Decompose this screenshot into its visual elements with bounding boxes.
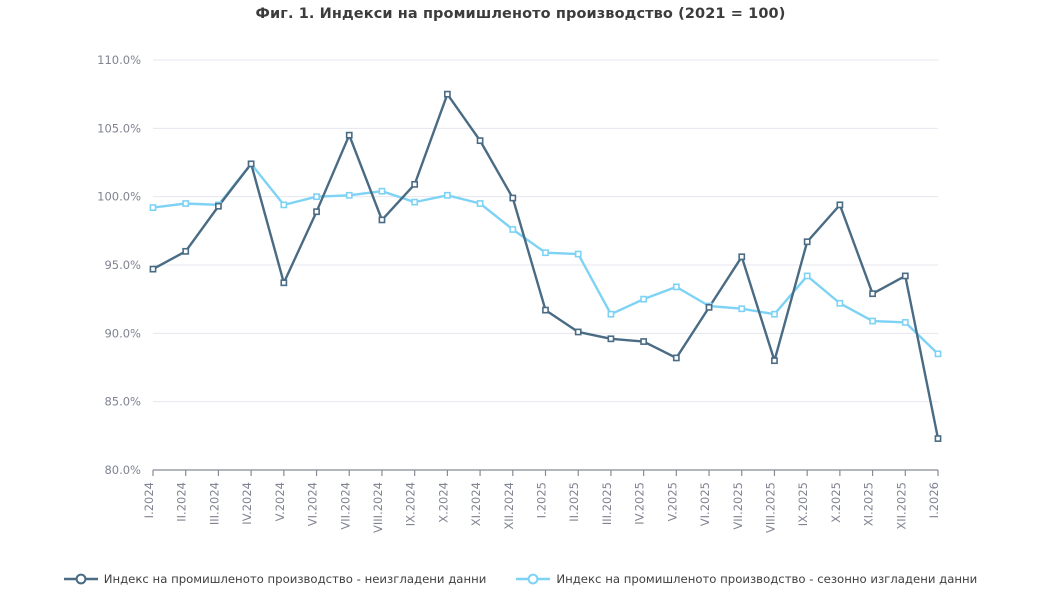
data-point-marker [542, 249, 549, 257]
y-axis-tick-label: 80.0% [104, 463, 141, 477]
x-axis-labels-group: I.2024 II.2024 III.2024 IV.2024 V.2024 VI.202… [142, 482, 941, 533]
data-point-marker [672, 283, 680, 291]
x-axis-tick-label: I.2024 [142, 482, 156, 518]
data-point-marker [869, 290, 876, 298]
data-point-marker [869, 317, 876, 325]
x-axis-tick-label: VII.2024 [338, 482, 352, 530]
data-point-marker [476, 137, 484, 145]
chart-plot-area: 110.0% 105.0% 100.0% 95.0% 90.0% 85.0% 80.0% I… [97, 53, 942, 533]
data-point-marker [771, 310, 778, 318]
data-point-marker [803, 238, 811, 246]
data-point-marker [705, 303, 713, 311]
data-point-marker [836, 201, 844, 209]
y-axis-tick-label: 95.0% [104, 258, 141, 272]
x-axis-tick-label: III.2025 [600, 482, 614, 525]
data-point-marker [672, 354, 680, 362]
x-axis-tick-label: IV.2024 [240, 482, 254, 525]
data-point-marker [443, 90, 451, 98]
legend-item-label: Индекс на промишленото производство - се… [556, 572, 978, 586]
x-axis-tick-label: XII.2024 [502, 482, 516, 530]
x-axis-tick-label: II.2025 [567, 482, 581, 522]
x-axis-tick-label: IV.2025 [633, 482, 647, 525]
data-point-marker [574, 328, 582, 336]
data-point-marker [836, 299, 844, 307]
data-point-marker [542, 306, 549, 314]
legend-marker-icon [516, 573, 551, 585]
data-point-marker [313, 208, 320, 216]
legend-item-0[interactable]: Индекс на промишленото производство - не… [63, 572, 487, 586]
x-axis-ticks-group [152, 470, 939, 476]
data-point-marker [378, 216, 386, 224]
x-axis-tick-label: V.2025 [665, 482, 679, 521]
data-series-group [151, 92, 940, 440]
series-line [151, 92, 940, 440]
data-point-marker [934, 350, 942, 358]
data-point-marker [738, 305, 746, 313]
x-axis-tick-label: XI.2024 [469, 482, 483, 526]
data-point-marker [640, 295, 648, 303]
data-point-marker [574, 250, 582, 258]
x-axis-tick-label: IX.2025 [796, 482, 810, 526]
data-point-marker [607, 310, 615, 318]
page-title: Фиг. 1. Индекси на промишленото производ… [255, 6, 786, 22]
data-point-marker [149, 204, 157, 211]
data-point-marker [803, 272, 811, 280]
data-point-marker [509, 226, 517, 233]
data-point-marker [215, 202, 222, 210]
x-axis-tick-label: V.2024 [273, 482, 287, 521]
x-axis-tick-label: VIII.2024 [371, 482, 385, 533]
x-axis-tick-label: III.2024 [207, 482, 221, 525]
y-axis-tick-label: 90.0% [104, 326, 141, 340]
data-point-marker [443, 191, 451, 199]
data-point-marker [901, 272, 909, 280]
chart-legend: Индекс на промишленото производство - не… [0, 572, 1041, 586]
x-axis-tick-label: VIII.2025 [763, 482, 777, 533]
data-point-marker [411, 180, 419, 188]
x-axis-tick-label: I.2025 [535, 482, 549, 518]
x-axis-tick-label: VI.2025 [698, 482, 712, 526]
legend-marker-icon [63, 573, 98, 585]
data-point-marker [313, 193, 320, 201]
y-axis-tick-label: 110.0% [97, 53, 141, 67]
data-point-marker [476, 200, 484, 207]
x-axis-tick-label: II.2024 [175, 482, 189, 522]
legend-item-label: Индекс на промишленото производство - не… [103, 572, 487, 586]
data-point-marker [640, 338, 648, 345]
data-point-marker [182, 247, 190, 255]
series-line [151, 162, 940, 356]
x-axis-tick-label: XI.2025 [862, 482, 876, 526]
y-axis-labels-group: 110.0% 105.0% 100.0% 95.0% 90.0% 85.0% 80.0% [97, 53, 141, 477]
data-point-marker [934, 435, 942, 442]
data-point-marker [149, 265, 157, 273]
data-point-marker [247, 160, 255, 168]
data-point-marker [345, 191, 353, 199]
data-point-marker [280, 201, 288, 209]
y-axis-tick-label: 105.0% [97, 121, 141, 135]
data-point-marker [280, 279, 288, 287]
data-point-marker [182, 200, 190, 207]
y-axis-tick-label: 85.0% [104, 395, 141, 409]
data-point-marker [378, 187, 386, 195]
y-axis-tick-label: 100.0% [97, 190, 141, 204]
x-axis-tick-label: VII.2025 [731, 482, 745, 530]
x-axis-tick-label: X.2024 [436, 482, 450, 523]
gridlines-group [153, 59, 938, 471]
data-markers-group [149, 90, 942, 442]
legend-item-1[interactable]: Индекс на промишленото производство - се… [516, 572, 977, 586]
data-point-marker [509, 194, 517, 202]
data-point-marker [345, 131, 353, 139]
data-point-marker [607, 335, 615, 343]
x-axis-tick-label: IX.2024 [404, 482, 418, 526]
x-axis-tick-label: X.2025 [829, 482, 843, 523]
x-axis-tick-label: VI.2024 [306, 482, 320, 526]
data-point-marker [901, 318, 909, 326]
x-axis-tick-label: XII.2025 [894, 482, 908, 530]
data-point-marker [738, 253, 746, 261]
data-point-marker [771, 357, 778, 365]
data-point-marker [411, 198, 419, 206]
x-axis-tick-label: I.2026 [927, 482, 941, 518]
